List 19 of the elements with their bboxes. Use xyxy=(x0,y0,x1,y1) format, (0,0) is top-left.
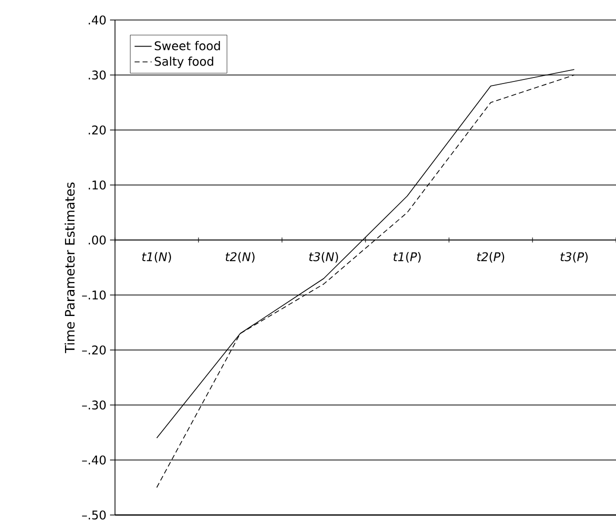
x-tick-label: t3(P) xyxy=(560,252,588,263)
x-tick-label: t2(P) xyxy=(477,252,504,263)
x-tick-label: t2(N) xyxy=(226,252,255,263)
y-tick-label: .00 xyxy=(88,235,106,245)
y-tick-label: –.20 xyxy=(82,345,106,355)
y-tick-label: –.40 xyxy=(82,455,106,465)
x-tick-label: t1(P) xyxy=(394,252,421,263)
x-tick-label: t3(N) xyxy=(309,252,338,263)
y-tick-label: –.30 xyxy=(82,400,106,410)
legend-label: Salty food xyxy=(154,56,214,68)
y-tick-label: –.50 xyxy=(82,510,106,520)
y-tick-label: –.10 xyxy=(82,290,106,300)
x-tick-label: t1(N) xyxy=(142,252,172,263)
y-tick-label: .40 xyxy=(88,15,106,25)
y-tick-label: .20 xyxy=(88,125,106,135)
y-axis-title: Time Parameter Estimates xyxy=(64,182,75,354)
y-tick-label: .30 xyxy=(88,70,106,80)
legend-label: Sweet food xyxy=(154,41,220,50)
y-tick-label: .10 xyxy=(88,180,106,190)
